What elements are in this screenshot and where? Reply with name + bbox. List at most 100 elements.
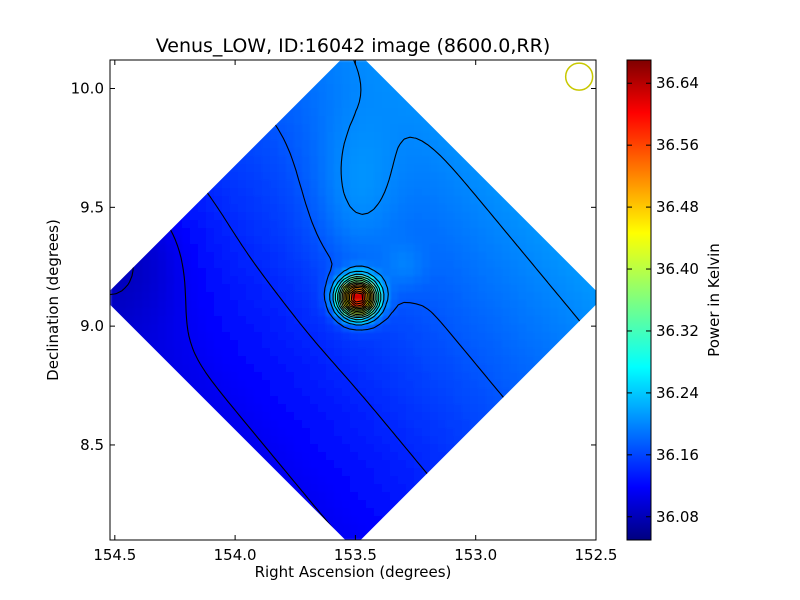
heatmap-cell: [118, 284, 127, 293]
heatmap-cell: [526, 356, 535, 365]
heatmap-cell: [446, 332, 455, 341]
heatmap-cell: [182, 324, 191, 333]
heatmap-cell: [422, 300, 431, 309]
heatmap-cell: [278, 204, 287, 213]
heatmap-cell: [438, 332, 447, 341]
heatmap-cell: [206, 380, 215, 389]
heatmap-cell: [398, 204, 407, 213]
heatmap-cell: [174, 260, 183, 269]
heatmap-cell: [150, 300, 159, 309]
heatmap-cell: [470, 188, 479, 197]
heatmap-cell: [334, 356, 343, 365]
heatmap-cell: [286, 412, 295, 421]
heatmap-cell: [342, 116, 351, 125]
heatmap-cell: [318, 164, 327, 173]
heatmap-cell: [238, 364, 247, 373]
heatmap-cell: [222, 180, 231, 189]
heatmap-cell: [358, 404, 367, 413]
heatmap-cell: [382, 372, 391, 381]
heatmap-cell: [462, 300, 471, 309]
heatmap-cell: [350, 92, 359, 101]
heatmap-cell: [294, 388, 303, 397]
heatmap-cell: [430, 132, 439, 141]
heatmap-cell: [398, 132, 407, 141]
heatmap-cell: [310, 220, 319, 229]
heatmap-cell: [454, 292, 463, 301]
heatmap-cell: [150, 292, 159, 301]
heatmap-cell: [222, 380, 231, 389]
heatmap-cell: [270, 156, 279, 165]
colorbar-tick-label: 36.08: [656, 508, 699, 526]
heatmap-cell: [366, 148, 375, 157]
heatmap-cell: [342, 180, 351, 189]
heatmap-cell: [398, 420, 407, 429]
heatmap-cell: [278, 116, 287, 125]
y-tick-label: 8.5: [80, 436, 104, 454]
heatmap-cell: [254, 148, 263, 157]
heatmap-cell: [454, 244, 463, 253]
heatmap-cell: [350, 212, 359, 221]
heatmap-cell: [350, 252, 359, 261]
heatmap-cell: [334, 68, 343, 77]
heatmap-cell: [422, 404, 431, 413]
heatmap-cell: [230, 404, 239, 413]
heatmap-cell: [430, 356, 439, 365]
heatmap-cell: [150, 332, 159, 341]
colorbar-tick-label: 36.24: [656, 384, 699, 402]
heatmap-cell: [342, 436, 351, 445]
heatmap-cell: [486, 324, 495, 333]
heatmap-cell: [342, 532, 351, 540]
heatmap-cell: [454, 204, 463, 213]
heatmap-cell: [206, 284, 215, 293]
heatmap-cell: [206, 348, 215, 357]
heatmap-cell: [510, 268, 519, 277]
heatmap-cell: [254, 404, 263, 413]
heatmap-cell: [502, 324, 511, 333]
heatmap-cell: [254, 180, 263, 189]
heatmap-cell: [422, 436, 431, 445]
heatmap-cell: [526, 268, 535, 277]
heatmap-cell: [566, 276, 575, 285]
heatmap-cell: [214, 292, 223, 301]
heatmap-cell: [222, 332, 231, 341]
heatmap-cell: [406, 356, 415, 365]
heatmap-cell: [310, 308, 319, 317]
heatmap-cell: [238, 156, 247, 165]
heatmap-cell: [198, 204, 207, 213]
contour-line: [350, 290, 365, 305]
heatmap-cell: [470, 180, 479, 189]
heatmap-cell: [398, 268, 407, 277]
heatmap-cell: [494, 356, 503, 365]
heatmap-cell: [350, 412, 359, 421]
heatmap-cell: [334, 428, 343, 437]
heatmap-cell: [390, 444, 399, 453]
heatmap-cell: [270, 436, 279, 445]
heatmap-cell: [334, 196, 343, 205]
heatmap-cell: [214, 268, 223, 277]
heatmap-cell: [286, 268, 295, 277]
heatmap-cell: [462, 284, 471, 293]
heatmap-cell: [238, 348, 247, 357]
heatmap-cell: [446, 356, 455, 365]
heatmap-cell: [502, 372, 511, 381]
heatmap-cell: [310, 404, 319, 413]
heatmap-cell: [366, 68, 375, 77]
heatmap-cell: [478, 220, 487, 229]
heatmap-cell: [342, 148, 351, 157]
heatmap-cell: [342, 396, 351, 405]
heatmap-cell: [270, 380, 279, 389]
heatmap-cell: [494, 332, 503, 341]
heatmap-cell: [414, 268, 423, 277]
heatmap-cell: [366, 108, 375, 117]
heatmap-cell: [294, 116, 303, 125]
heatmap-cell: [302, 396, 311, 405]
heatmap-cell: [422, 412, 431, 421]
heatmap-cell: [254, 252, 263, 261]
heatmap-cell: [318, 356, 327, 365]
heatmap-cell: [238, 228, 247, 237]
heatmap-cell: [334, 148, 343, 157]
heatmap-cell: [462, 420, 471, 429]
heatmap-cell: [406, 196, 415, 205]
heatmap-cell: [326, 276, 335, 285]
heatmap-cell: [446, 260, 455, 269]
